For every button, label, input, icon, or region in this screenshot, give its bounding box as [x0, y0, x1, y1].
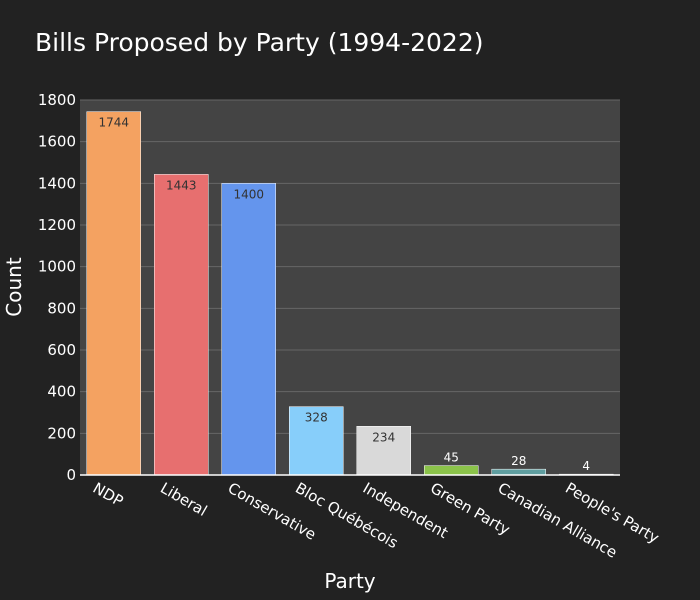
y-axis-title: Count [2, 257, 26, 317]
y-tick-label: 1000 [38, 258, 76, 276]
y-tick-label: 1400 [38, 174, 76, 192]
data-labels: 1744 1443 1400 328 234 45 28 4 [98, 116, 590, 473]
bar-value-label: 4 [582, 459, 590, 473]
bar-0 [86, 111, 141, 476]
bars [80, 111, 620, 476]
y-tick-label: 0 [66, 466, 76, 484]
y-tick-label: 800 [47, 299, 76, 317]
bar-value-label: 234 [372, 430, 395, 444]
bar-1 [154, 174, 209, 476]
chart-title: Bills Proposed by Party (1994-2022) [35, 28, 484, 57]
y-tick-label: 600 [47, 341, 76, 359]
y-tick-label: 400 [47, 383, 76, 401]
bar-value-label: 328 [305, 411, 328, 425]
bar-6 [491, 468, 546, 476]
bar-2 [221, 183, 276, 476]
bar-3 [289, 406, 344, 476]
bar-value-label: 1400 [233, 187, 264, 201]
bar-value-label: 28 [511, 454, 526, 468]
y-tick-label: 200 [47, 424, 76, 442]
y-tick-label: 1200 [38, 216, 76, 234]
bar-5 [424, 465, 479, 476]
y-axis-ticks: 0 200 400 600 800 1000 1200 1400 1600 1800 [38, 91, 76, 484]
bar-value-label: 45 [444, 451, 459, 465]
x-axis-title: Party [324, 569, 375, 593]
bar-value-label: 1443 [166, 178, 197, 192]
y-tick-label: 1800 [38, 91, 76, 109]
bar-value-label: 1744 [98, 116, 129, 130]
y-tick-label: 1600 [38, 133, 76, 151]
